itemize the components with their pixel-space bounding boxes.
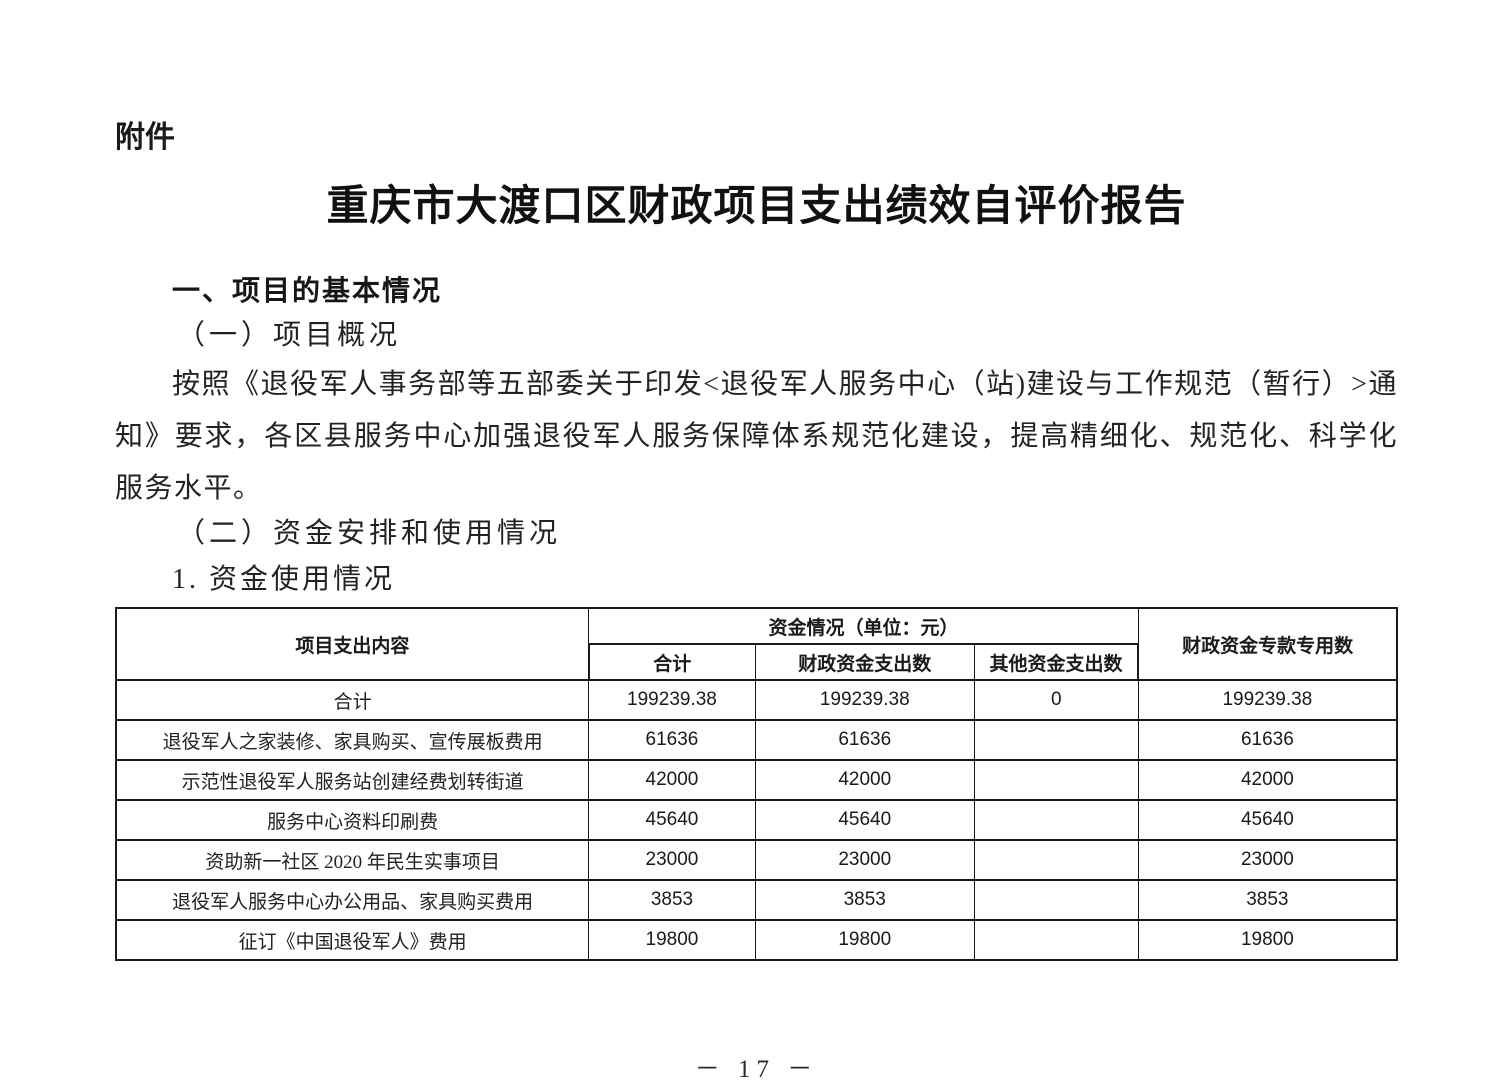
cell-earmarked: 23000 (1137, 839, 1398, 881)
row-label: 退役军人服务中心办公用品、家具购买费用 (115, 879, 590, 921)
cell-other: 0 (973, 679, 1139, 721)
document-title: 重庆市大渡口区财政项目支出绩效自评价报告 (326, 184, 1187, 230)
table-row: 征订《中国退役军人》费用 19800 19800 19800 (115, 919, 1398, 961)
cell-total: 19800 (588, 919, 756, 961)
attachment-label: 附件 (115, 121, 175, 154)
table-row: 退役军人服务中心办公用品、家具购买费用 3853 3853 3853 (115, 879, 1398, 921)
page-number: － 17 － (694, 1056, 819, 1083)
table-row: 资助新一社区 2020 年民生实事项目 23000 23000 23000 (115, 839, 1398, 881)
list-heading-fund-usage: 1. 资金使用情况 (172, 564, 396, 595)
row-label: 征订《中国退役军人》费用 (115, 919, 590, 961)
cell-other (973, 759, 1139, 801)
cell-other (973, 879, 1139, 921)
sub-heading-fund-usage: （二）资金安排和使用情况 (177, 518, 562, 549)
cell-total: 23000 (588, 839, 756, 881)
cell-fiscal: 23000 (754, 839, 975, 881)
cell-fiscal: 45640 (754, 799, 975, 841)
sub-header-fiscal-expenditure: 财政资金支出数 (754, 643, 975, 681)
table-row-total: 合计 199239.38 199239.38 0 199239.38 (115, 679, 1398, 721)
table-row: 示范性退役军人服务站创建经费划转街道 42000 42000 42000 (115, 759, 1398, 801)
row-label: 服务中心资料印刷费 (115, 799, 590, 841)
cell-total: 45640 (588, 799, 756, 841)
cell-fiscal: 61636 (754, 719, 975, 761)
cell-total: 61636 (588, 719, 756, 761)
cell-earmarked: 19800 (1137, 919, 1398, 961)
group-header-fund-status: 资金情况（单位：元） (588, 607, 1139, 645)
cell-other (973, 919, 1139, 961)
col-header-expense-content: 项目支出内容 (115, 607, 590, 681)
row-label: 示范性退役军人服务站创建经费划转街道 (115, 759, 590, 801)
cell-earmarked: 61636 (1137, 719, 1398, 761)
fund-usage-table: 项目支出内容 资金情况（单位：元） 财政资金专款专用数 合计 财政资金支出数 其… (115, 607, 1398, 961)
table-row: 退役军人之家装修、家具购买、宣传展板费用 61636 61636 61636 (115, 719, 1398, 761)
cell-other (973, 799, 1139, 841)
row-label: 合计 (115, 679, 590, 721)
cell-earmarked: 3853 (1137, 879, 1398, 921)
cell-total: 42000 (588, 759, 756, 801)
cell-other (973, 719, 1139, 761)
cell-total: 3853 (588, 879, 756, 921)
sub-header-total: 合计 (587, 643, 756, 681)
cell-fiscal: 3853 (754, 879, 975, 921)
cell-earmarked: 199239.38 (1137, 679, 1398, 721)
cell-other (973, 839, 1139, 881)
table-row: 服务中心资料印刷费 45640 45640 45640 (115, 799, 1398, 841)
sub-header-other-expenditure: 其他资金支出数 (973, 643, 1140, 681)
cell-fiscal: 19800 (754, 919, 975, 961)
col-header-earmarked-funds: 财政资金专款专用数 (1137, 607, 1398, 681)
cell-fiscal: 199239.38 (754, 679, 975, 721)
project-overview-paragraph: 按照《退役军人事务部等五部委关于印发<退役军人服务中心（站)建设与工作规范（暂行… (115, 369, 1398, 504)
row-label: 资助新一社区 2020 年民生实事项目 (115, 839, 590, 881)
section-heading-basic-info: 一、项目的基本情况 (172, 275, 443, 306)
cell-earmarked: 45640 (1137, 799, 1398, 841)
cell-earmarked: 42000 (1137, 759, 1398, 801)
sub-heading-project-overview: （一）项目概况 (177, 320, 402, 351)
row-label: 退役军人之家装修、家具购买、宣传展板费用 (115, 719, 590, 761)
cell-fiscal: 42000 (754, 759, 975, 801)
cell-total: 199239.38 (588, 679, 756, 721)
